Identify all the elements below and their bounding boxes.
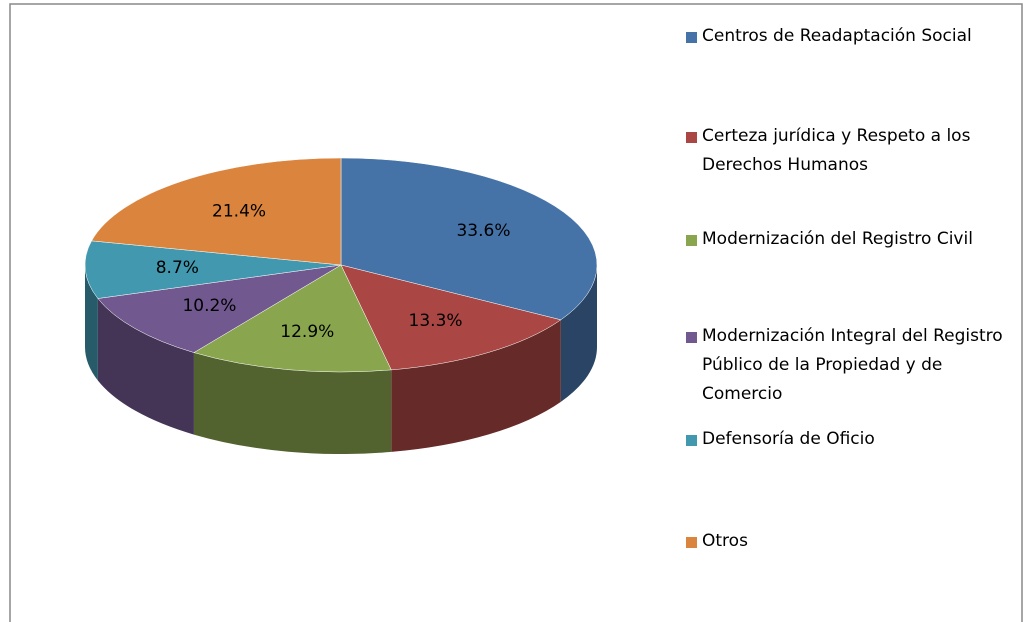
legend-label: Centros de Readaptación Social <box>702 26 972 46</box>
legend-item: Modernización del Registro Civil <box>686 225 1016 254</box>
slice-side <box>97 298 194 435</box>
frame <box>9 3 1023 622</box>
legend-item: Certeza jurídica y Respeto a los Derecho… <box>686 122 1016 180</box>
slice <box>193 264 392 373</box>
legend-swatch <box>686 332 697 343</box>
legend-item: Centros de Readaptación Social <box>686 22 1016 51</box>
legend-label: Defensoría de Oficio <box>702 429 875 449</box>
data-label: 12.9% <box>280 322 334 342</box>
legend-swatch <box>686 435 697 446</box>
data-label: 21.4% <box>212 201 266 221</box>
legend-swatch <box>686 32 697 43</box>
legend-swatch <box>686 537 697 548</box>
slice <box>340 157 598 321</box>
slice-side <box>193 352 392 454</box>
legend-label: Modernización del Registro Civil <box>702 229 973 249</box>
legend-label: Certeza jurídica y Respeto a los Derecho… <box>702 126 971 175</box>
slice-side <box>391 319 561 452</box>
legend-item: Defensoría de Oficio <box>686 425 1016 454</box>
slice-side <box>560 265 597 402</box>
data-label: 13.3% <box>409 311 463 331</box>
slice <box>97 264 342 353</box>
legend-label: Otros <box>702 531 748 551</box>
legend-item: Modernización Integral del Registro Públ… <box>686 322 1016 409</box>
legend-item: Otros <box>686 527 1016 556</box>
slice <box>84 240 342 299</box>
data-label: 8.7% <box>156 258 199 278</box>
legend-swatch <box>686 132 697 143</box>
slice <box>340 264 562 371</box>
slice-side <box>85 265 98 381</box>
data-label: 33.6% <box>456 221 510 241</box>
legend-swatch <box>686 235 697 246</box>
slice <box>91 157 342 266</box>
data-label: 10.2% <box>182 296 236 316</box>
legend-label: Modernización Integral del Registro Públ… <box>702 326 1003 404</box>
